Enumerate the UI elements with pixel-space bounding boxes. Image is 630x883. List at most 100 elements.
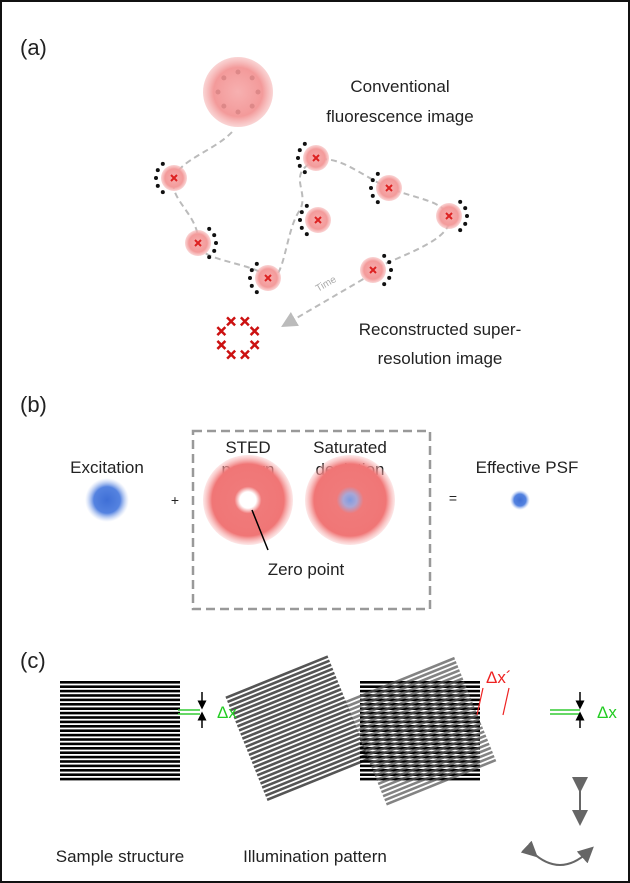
stripe <box>60 712 180 715</box>
dot <box>298 218 302 222</box>
stripe <box>60 694 180 697</box>
dot <box>298 148 302 152</box>
delta-label: Δx´ <box>486 668 512 687</box>
blob-dot <box>216 90 221 95</box>
dot <box>458 200 462 204</box>
stripe <box>60 778 180 781</box>
dot <box>371 178 375 182</box>
sted-donut <box>203 455 293 545</box>
stripe <box>60 743 180 746</box>
blob-dot <box>250 104 255 109</box>
caption: Excitation <box>70 458 144 477</box>
panel-label: (a) <box>20 35 47 60</box>
blob-dot <box>221 104 226 109</box>
caption: Saturated <box>313 438 387 457</box>
caption: Sample structure <box>56 847 185 866</box>
caption: Effective PSF <box>476 458 579 477</box>
stripe <box>60 725 180 728</box>
stripe <box>60 685 180 688</box>
stripe <box>60 716 180 719</box>
dot <box>255 290 259 294</box>
stripe <box>60 756 180 759</box>
panel-label: (c) <box>20 648 46 673</box>
stripe <box>60 760 180 763</box>
caption: STED <box>225 438 270 457</box>
dot <box>300 210 304 214</box>
stripe <box>60 769 180 772</box>
stripe <box>60 707 180 710</box>
dot <box>369 186 373 190</box>
cross <box>241 351 249 359</box>
excitation-spot <box>85 478 129 522</box>
blob-dot <box>221 75 226 80</box>
marker-line <box>503 688 509 715</box>
dot <box>250 268 254 272</box>
molecules <box>154 70 469 295</box>
stripe <box>60 721 180 724</box>
dot <box>161 162 165 166</box>
dot <box>463 206 467 210</box>
stripe <box>60 681 180 684</box>
dot <box>212 249 216 253</box>
dot <box>248 276 252 280</box>
caption: fluorescence image <box>326 107 473 126</box>
dot <box>376 200 380 204</box>
dot <box>382 282 386 286</box>
stripe <box>60 738 180 741</box>
dot <box>300 226 304 230</box>
dot <box>376 172 380 176</box>
dot <box>303 170 307 174</box>
depletion-donut <box>305 455 395 545</box>
blob-dot <box>236 70 241 75</box>
stripe <box>60 699 180 702</box>
dot <box>207 255 211 259</box>
dot <box>389 268 393 272</box>
stripe-square <box>225 655 369 801</box>
cross <box>227 317 235 325</box>
stripe <box>60 751 180 754</box>
dot <box>371 194 375 198</box>
cross <box>217 327 225 335</box>
figure: (a) Conventional fluorescence image Time… <box>0 0 630 883</box>
caption: Illumination pattern <box>243 847 387 866</box>
dot <box>154 176 158 180</box>
dot <box>382 254 386 258</box>
conventional-spot <box>203 57 273 127</box>
dot <box>298 164 302 168</box>
dot <box>255 262 259 266</box>
dot <box>296 156 300 160</box>
time-label: Time <box>314 274 339 295</box>
dot <box>156 168 160 172</box>
blob-dot <box>236 110 241 115</box>
cross <box>241 317 249 325</box>
caption: Conventional <box>350 77 449 96</box>
dot <box>305 204 309 208</box>
operator: + <box>171 492 179 508</box>
panel-label: (b) <box>20 392 47 417</box>
dot <box>156 184 160 188</box>
dot <box>387 260 391 264</box>
dot <box>303 142 307 146</box>
delta-label: Δx <box>217 703 237 722</box>
dot <box>305 232 309 236</box>
dot <box>458 228 462 232</box>
operator: = <box>449 490 457 506</box>
dot <box>465 214 469 218</box>
dot <box>463 222 467 226</box>
cross <box>227 351 235 359</box>
stripe <box>60 773 180 776</box>
stripe <box>60 747 180 750</box>
stripe <box>60 765 180 768</box>
reconstructed-image <box>217 317 258 358</box>
dot <box>161 190 165 194</box>
dot <box>212 233 216 237</box>
dot <box>387 276 391 280</box>
caption: Reconstructed super- <box>359 320 522 339</box>
stripe-square <box>60 681 180 780</box>
stripe <box>60 703 180 706</box>
effective-psf <box>510 490 530 510</box>
caption: resolution image <box>378 349 503 368</box>
cross <box>217 341 225 349</box>
blob-dot <box>250 75 255 80</box>
stripe <box>60 690 180 693</box>
